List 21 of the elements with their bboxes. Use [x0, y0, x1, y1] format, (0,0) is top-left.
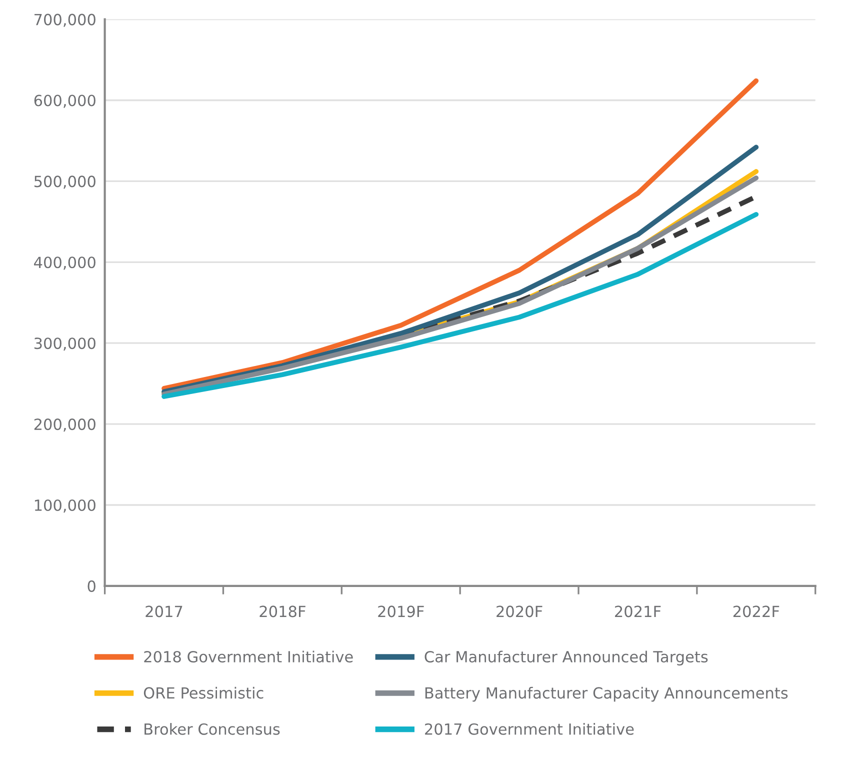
y-tick-label: 100,000: [34, 499, 96, 513]
legend-label: 2018 Government Initiative: [144, 650, 353, 663]
x-tick-label: 2019F: [378, 606, 424, 618]
x-tick-label: 2017: [146, 606, 182, 618]
line-series: [162, 78, 759, 391]
y-tick-label: 400,000: [34, 256, 96, 270]
legend-label: 2017 Government Initiative: [425, 723, 634, 735]
x-tick-label: 2021F: [615, 606, 661, 618]
y-tick-label: 500,000: [34, 176, 96, 189]
x-tick-label: 2022F: [733, 606, 780, 618]
y-tick-label: 0: [88, 580, 96, 592]
y-tick-label: 200,000: [34, 418, 96, 432]
x-tick-label: 2018F: [260, 606, 306, 618]
legend-label: Car Manufacturer Announced Targets: [424, 650, 708, 666]
y-tick-label: 300,000: [34, 338, 96, 351]
y-tick-label: 700,000: [34, 14, 96, 27]
legend-label: Battery Manufacturer Capacity Announcements: [425, 686, 788, 702]
legend-label: ORE Pessimistic: [144, 686, 264, 699]
y-tick-label: 600,000: [34, 94, 96, 108]
legend-label: Broker Concensus: [144, 723, 280, 735]
x-tick-label: 2020F: [496, 606, 542, 618]
